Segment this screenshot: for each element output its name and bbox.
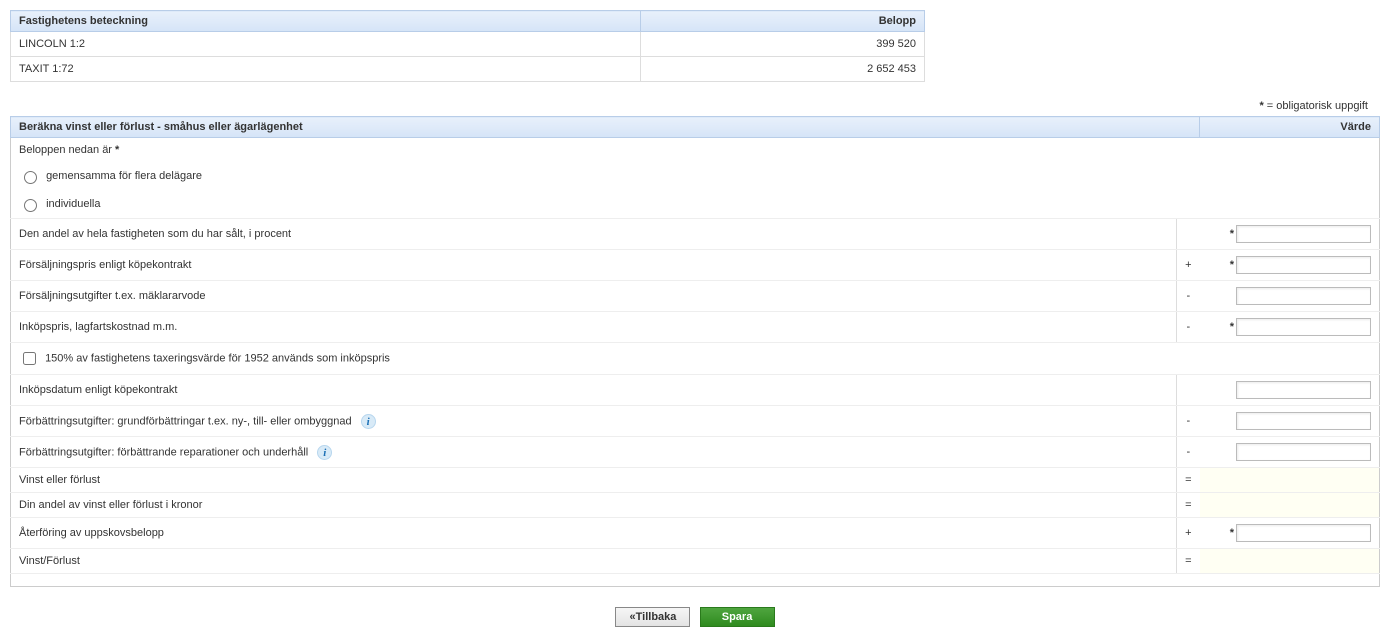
back-button[interactable]: «Tillbaka [615,607,690,627]
row-vinst-label: Vinst eller förlust [11,468,1177,493]
radio-row-gemensam: gemensamma för flera delägare [11,162,1380,190]
forsutg-input[interactable] [1236,287,1371,305]
property-table-header-amount: Belopp [640,11,924,32]
save-button[interactable]: Spara [700,607,775,627]
row-inkopdatum-label: Inköpsdatum enligt köpekontrakt [11,375,1177,406]
property-name: TAXIT 1:72 [11,57,641,82]
inkopdatum-input[interactable] [1236,381,1371,399]
radio-gemensam-label: gemensamma för flera delägare [46,170,202,182]
inkop-input[interactable] [1236,318,1371,336]
row-aterforing-op: + [1177,518,1200,549]
row-forbattr1-op: - [1177,406,1200,437]
vinst-value [1200,468,1380,493]
row-andel-op [1177,219,1200,250]
row-forspris-op: + [1177,250,1200,281]
row-aterforing-label: Återföring av uppskovsbelopp [11,518,1177,549]
row-forbattr1-label: Förbättringsutgifter: grundförbättringar… [11,406,1177,437]
radio-row-individ: individuella [11,190,1380,219]
row-forspris-label: Försäljningspris enligt köpekontrakt [11,250,1177,281]
info-icon[interactable]: i [361,414,376,429]
row-inkop-op: - [1177,312,1200,343]
property-name: LINCOLN 1:2 [11,32,641,57]
property-table: Fastighetens beteckning Belopp LINCOLN 1… [10,10,925,82]
andelkr-value [1200,493,1380,518]
row-forbattr2-op: - [1177,437,1200,468]
required-legend: * = obligatorisk uppgift [10,82,1380,116]
row-forbattr2-label: Förbättringsutgifter: förbättrande repar… [11,437,1177,468]
row-vinstforlust-label: Vinst/Förlust [11,549,1177,574]
aterforing-input[interactable] [1236,524,1371,542]
forbattr2-input[interactable] [1236,443,1371,461]
radio-individ-label: individuella [46,198,100,210]
radio-gemensam[interactable] [24,171,37,184]
row-tax1952: 150% av fastighetens taxeringsvärde för … [11,343,1380,375]
table-row: TAXIT 1:72 2 652 453 [11,57,925,82]
row-vinstforlust-op: = [1177,549,1200,574]
row-forsutg-op: - [1177,281,1200,312]
tax1952-checkbox[interactable] [23,352,36,365]
row-andelkr-label: Din andel av vinst eller förlust i krono… [11,493,1177,518]
row-andel-label: Den andel av hela fastigheten som du har… [11,219,1177,250]
table-row: LINCOLN 1:2 399 520 [11,32,925,57]
andel-input[interactable] [1236,225,1371,243]
tax1952-label: 150% av fastighetens taxeringsvärde för … [45,352,390,364]
row-forsutg-label: Försäljningsutgifter t.ex. mäklararvode [11,281,1177,312]
form-header-left: Beräkna vinst eller förlust - småhus ell… [11,117,1200,138]
row-inkopdatum-op [1177,375,1200,406]
forbattr1-input[interactable] [1236,412,1371,430]
button-row: «Tillbaka Spara [10,587,1380,627]
vinstforlust-value [1200,549,1380,574]
row-vinst-op: = [1177,468,1200,493]
calc-form-table: Beräkna vinst eller förlust - småhus ell… [10,116,1380,587]
forspris-input[interactable] [1236,256,1371,274]
form-header-right: Värde [1200,117,1380,138]
property-table-header-name: Fastighetens beteckning [11,11,641,32]
property-amount: 399 520 [640,32,924,57]
row-andelkr-op: = [1177,493,1200,518]
property-amount: 2 652 453 [640,57,924,82]
row-inkop-label: Inköpspris, lagfartskostnad m.m. [11,312,1177,343]
info-icon[interactable]: i [317,445,332,460]
beloppen-label: Beloppen nedan är * [11,138,1380,163]
radio-individ[interactable] [24,199,37,212]
required-text: = obligatorisk uppgift [1264,100,1368,112]
